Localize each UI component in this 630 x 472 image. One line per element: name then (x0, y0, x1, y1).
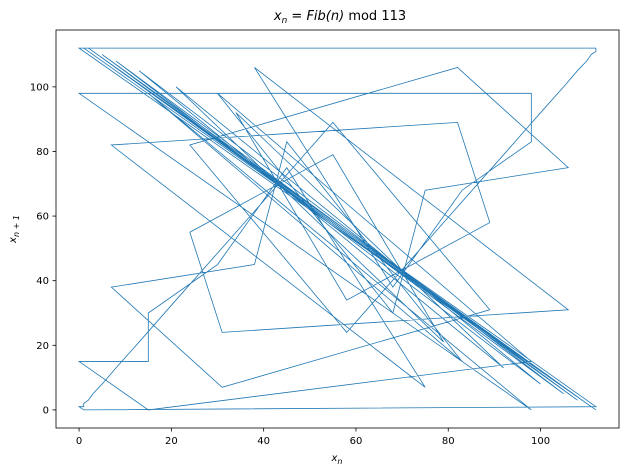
y-tick-label: 40 (36, 276, 49, 287)
y-axis-label: xn + 1 (8, 215, 21, 244)
y-tick-label: 80 (36, 147, 49, 158)
axis-ticks: 0 20 40 60 80 100 0 20 40 60 80 100 (30, 82, 550, 447)
y-tick-label: 20 (36, 341, 49, 352)
series-group (77, 47, 598, 411)
plot-area-frame (55, 29, 620, 429)
x-axis-label: xn (331, 453, 343, 466)
x-tick-label: 80 (442, 436, 455, 447)
y-tick-label: 100 (30, 82, 49, 93)
x-tick-label: 60 (350, 436, 363, 447)
x-tick-label: 20 (165, 436, 178, 447)
y-tick-label: 60 (36, 212, 49, 223)
x-tick-label: 0 (76, 436, 82, 447)
x-tick-label: 100 (531, 436, 550, 447)
x-tick-label: 40 (257, 436, 270, 447)
y-tick-label: 0 (43, 405, 49, 416)
chart-title: xn = Fib(n) mod 113 (273, 9, 406, 26)
series-line (77, 47, 598, 411)
